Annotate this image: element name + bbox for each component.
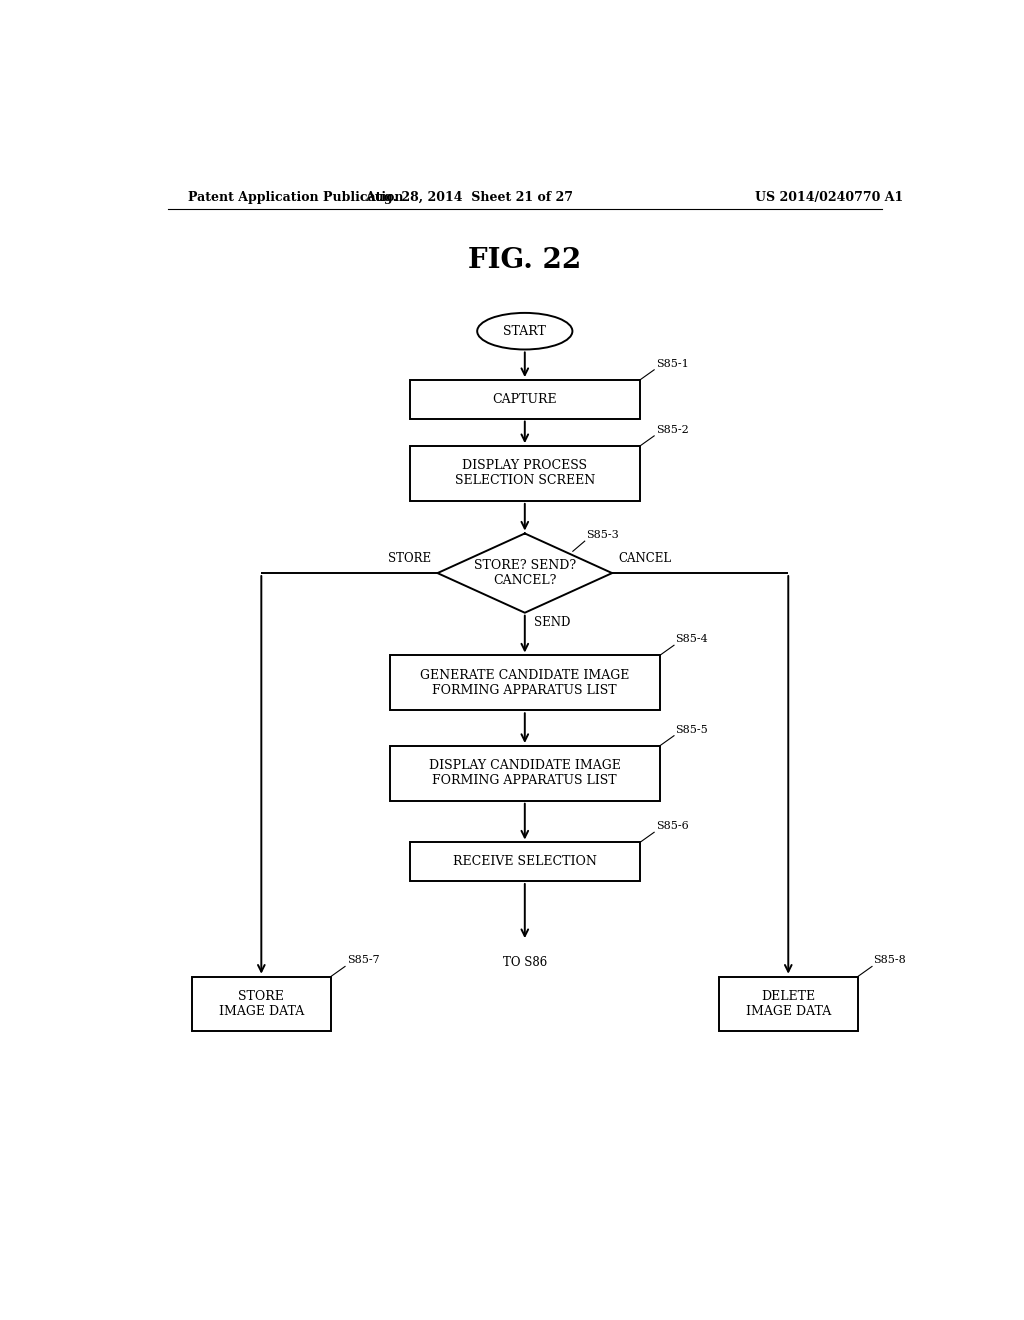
Text: GENERATE CANDIDATE IMAGE
FORMING APPARATUS LIST: GENERATE CANDIDATE IMAGE FORMING APPARAT… xyxy=(420,669,630,697)
Text: CAPTURE: CAPTURE xyxy=(493,393,557,405)
Bar xyxy=(719,977,858,1031)
Bar xyxy=(191,977,331,1031)
Text: S85-1: S85-1 xyxy=(655,359,688,368)
Text: Patent Application Publication: Patent Application Publication xyxy=(187,190,403,203)
Text: TO S86: TO S86 xyxy=(503,956,547,969)
Text: DELETE
IMAGE DATA: DELETE IMAGE DATA xyxy=(745,990,830,1018)
Text: S85-8: S85-8 xyxy=(873,956,906,965)
Text: STORE? SEND?
CANCEL?: STORE? SEND? CANCEL? xyxy=(474,560,575,587)
Bar xyxy=(410,446,640,500)
Text: DISPLAY CANDIDATE IMAGE
FORMING APPARATUS LIST: DISPLAY CANDIDATE IMAGE FORMING APPARATU… xyxy=(429,759,621,787)
Text: START: START xyxy=(504,325,546,338)
Bar xyxy=(390,746,659,801)
Text: S85-4: S85-4 xyxy=(676,634,709,644)
Text: S85-3: S85-3 xyxy=(587,531,620,540)
Text: STORE
IMAGE DATA: STORE IMAGE DATA xyxy=(219,990,304,1018)
Bar xyxy=(390,656,659,710)
Text: SEND: SEND xyxy=(535,616,570,630)
Text: US 2014/0240770 A1: US 2014/0240770 A1 xyxy=(755,190,903,203)
Text: FIG. 22: FIG. 22 xyxy=(468,247,582,273)
Bar xyxy=(410,380,640,418)
Text: S85-6: S85-6 xyxy=(655,821,688,832)
Text: Aug. 28, 2014  Sheet 21 of 27: Aug. 28, 2014 Sheet 21 of 27 xyxy=(366,190,573,203)
Text: S85-5: S85-5 xyxy=(676,725,709,735)
Text: S85-2: S85-2 xyxy=(655,425,688,434)
Text: CANCEL: CANCEL xyxy=(618,552,672,565)
Text: STORE: STORE xyxy=(388,552,431,565)
Bar xyxy=(410,842,640,880)
Text: DISPLAY PROCESS
SELECTION SCREEN: DISPLAY PROCESS SELECTION SCREEN xyxy=(455,459,595,487)
Text: RECEIVE SELECTION: RECEIVE SELECTION xyxy=(453,855,597,869)
Text: S85-7: S85-7 xyxy=(347,956,379,965)
